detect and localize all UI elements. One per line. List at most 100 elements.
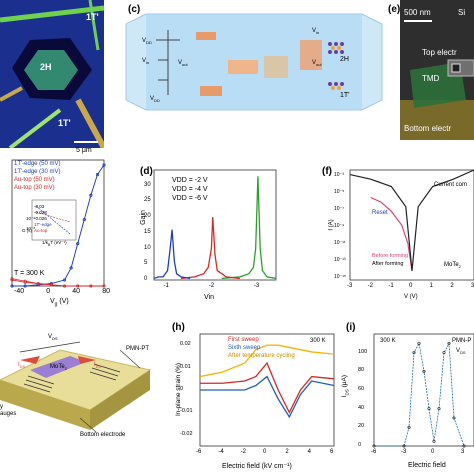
d-xlabel: Vin: [204, 294, 214, 301]
d-ytick-2: 5: [144, 260, 148, 267]
i-ytick-2: 80: [358, 367, 365, 374]
d-ytick-5: 20: [144, 213, 151, 220]
b-xtick-2: 0: [46, 288, 51, 295]
b-series-point-1-11: [102, 163, 106, 167]
b-series-point-1-9: [89, 193, 93, 197]
b-series-point-4-4: [49, 283, 53, 287]
b-xtick-1: -40: [14, 288, 25, 295]
panel-a: 2H 1T' 1T': [0, 0, 104, 148]
b-series-point-3-5: [63, 284, 67, 288]
i-series-point-4: [412, 351, 416, 355]
panel-label-i: (i): [346, 322, 356, 333]
i-series-point-13: [462, 444, 466, 448]
label-1t: 1T': [58, 118, 71, 128]
i-ylabel: IDS (μA): [341, 375, 350, 398]
h-xtick-2: -4: [218, 449, 224, 455]
b-inset-ylabel: G (s): [22, 228, 32, 233]
f-ytick-7: 10⁻¹⁵: [334, 274, 346, 280]
panel-label-h: (h): [172, 322, 185, 333]
b-series-point-4-2: [23, 280, 27, 284]
panel-a-scale: 5 μm: [76, 147, 92, 154]
f-compliance: Current com: [434, 182, 468, 188]
c-2h-label: 2H: [340, 56, 349, 63]
h-ytick-1: 0.02: [180, 341, 191, 348]
b-series-point-1-10: [95, 173, 99, 177]
f-legend-1: Before forming: [372, 253, 409, 259]
e-scale-bar: [404, 20, 432, 22]
i-ytick-3: 60: [358, 386, 365, 392]
d-legend-3: VDD = -6 V: [172, 195, 208, 202]
b-legend-3: Au-top (50 mV): [14, 177, 55, 183]
d-series-line-1: [221, 176, 277, 280]
f-legend: Before forming After forming: [372, 252, 408, 268]
b-xticks: -40 0 40 80: [14, 288, 110, 295]
g-ids-right: IDS: [94, 362, 102, 370]
h-legend-1: First sweep: [228, 337, 259, 343]
panel-a-image: [0, 0, 104, 148]
h-legend-3: After temperature cycling: [228, 353, 295, 359]
i-series-point-8: [432, 439, 436, 443]
b-series-point-2-10: [95, 173, 99, 177]
f-xtick-7: 3: [471, 283, 474, 289]
h-xtick-4: 0: [263, 449, 267, 455]
b-series-point-1-6: [69, 266, 73, 270]
f-ytick-5: 10⁻¹¹: [334, 240, 346, 246]
b-legend-4: Au-top (30 mV): [14, 185, 55, 191]
b-series-point-1-2: [23, 284, 27, 288]
c-vin-label: Vin: [142, 58, 150, 66]
b-series-point-2-11: [102, 163, 106, 167]
f-ytick-1: 10⁻³: [334, 172, 344, 178]
b-series-point-4-1: [10, 278, 14, 282]
h-ytick-5: -0.02: [180, 430, 193, 437]
b-series-line-3: [11, 278, 104, 287]
b-series-point-4-7: [89, 284, 93, 288]
label-2h: 2H: [40, 62, 52, 72]
f-ytick-2: 10⁻⁵: [334, 189, 345, 195]
d-xtick-2: -2: [208, 283, 215, 289]
b-series-point-3-2: [23, 279, 27, 283]
b-series-point-4-5: [63, 284, 67, 288]
b-series-point-3-8: [102, 284, 106, 288]
g-vds: VDS: [48, 334, 58, 342]
b-inset-val-4: 1T'-edge: [34, 222, 52, 227]
d-ytick-7: 30: [144, 181, 151, 188]
d-series-line-2: [181, 217, 240, 280]
i-series-point-2: [402, 444, 406, 448]
b-series-point-2-6: [69, 266, 73, 270]
f-reset: Reset: [372, 210, 388, 216]
b-xlabel: Vg (V): [50, 298, 69, 308]
b-inset-ytick-2: 10⁻⁸: [26, 226, 36, 231]
d-xtick-1: -1: [163, 283, 169, 289]
f-xlabel: V (V): [404, 294, 418, 300]
i-series-point-10: [442, 351, 446, 355]
f-xtick-5: 1: [429, 283, 433, 289]
i-series-line-1: [374, 341, 465, 447]
b-inset-xlabel: 1/kBT (eV⁻¹): [42, 240, 67, 247]
b-legend-1: 1T'-edge (50 mV): [14, 161, 61, 167]
h-legend: First sweep Sixth sweep After temperatur…: [228, 336, 295, 360]
b-series-point-1-7: [76, 242, 80, 246]
i-xtick-1: -6: [371, 449, 377, 455]
c-vdd-label: VDD: [142, 38, 152, 46]
h-xtick-3: -2: [240, 449, 246, 455]
i-series-point-7: [427, 407, 431, 411]
h-ytick-4: -0.01: [180, 408, 193, 415]
h-xlabel: Electric field (kV cm⁻¹): [222, 463, 292, 470]
b-inset-yticks: 10⁻⁶ 10⁻⁸: [26, 214, 35, 234]
i-series-point-3: [407, 425, 411, 429]
b-series-point-1-8: [82, 217, 86, 221]
b-series-point-4-8: [102, 284, 106, 288]
i-xtick-3: 0: [431, 449, 435, 455]
g-ids-left: IDS: [18, 362, 26, 370]
panel-label-f: (f): [322, 166, 332, 177]
h-temp: 300 K: [310, 338, 326, 344]
b-series-point-1-5: [63, 278, 67, 282]
c-vout2-label: Vout: [312, 60, 322, 68]
b-series-point-2-7: [76, 242, 80, 246]
e-scale: 500 nm: [404, 8, 431, 17]
i-xtick-2: -3: [401, 449, 407, 455]
f-material: MoTe2: [444, 262, 461, 270]
b-legend: 1T'-edge (50 mV) 1T'-edge (30 mV) Au-top…: [14, 160, 61, 192]
g-mote: MoTe2: [50, 364, 67, 372]
h-ytick-3: 0: [180, 386, 184, 392]
